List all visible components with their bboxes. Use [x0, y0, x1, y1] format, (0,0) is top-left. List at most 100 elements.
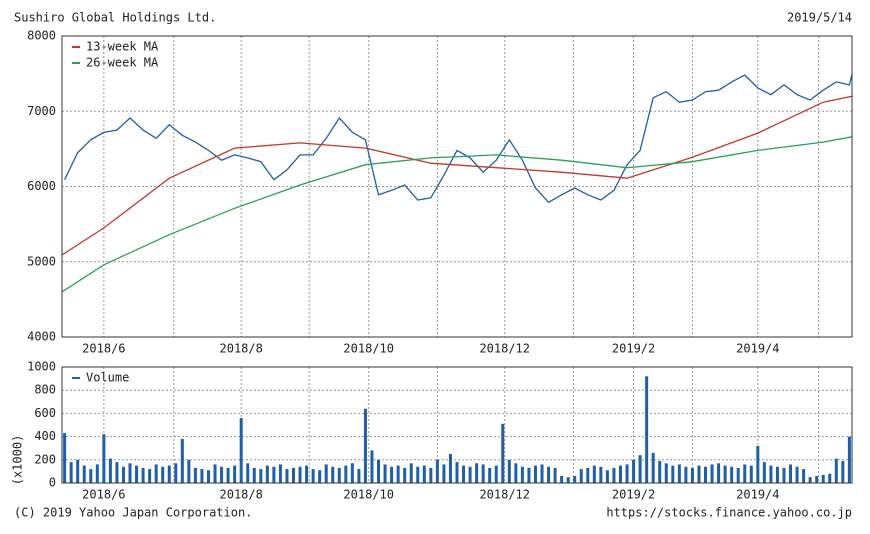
- volume-bar: [651, 452, 655, 483]
- legend-label: 26-week MA: [86, 56, 159, 70]
- volume-bar: [795, 466, 799, 483]
- volume-bar: [383, 464, 387, 483]
- volume-bar: [246, 463, 250, 483]
- volume-bar: [756, 445, 760, 483]
- volume-bar: [233, 465, 237, 483]
- volume-bar: [586, 467, 590, 483]
- volume-bar: [730, 466, 734, 483]
- volume-bar: [200, 469, 204, 483]
- volume-bar: [573, 476, 577, 483]
- volume-bar: [180, 438, 184, 483]
- volume-bar: [305, 465, 309, 483]
- volume-bar: [82, 465, 86, 483]
- x-tick-label: 2018/10: [343, 488, 394, 502]
- volume-bar: [605, 470, 609, 483]
- volume-bar: [429, 467, 433, 483]
- volume-bar: [422, 465, 426, 483]
- volume-bar: [808, 477, 812, 483]
- volume-bar: [494, 465, 498, 483]
- x-tick-label: 2019/4: [736, 342, 779, 356]
- volume-bar: [409, 463, 413, 483]
- volume-bar: [115, 462, 119, 483]
- volume-bar: [658, 460, 662, 483]
- y-tick-label: 0: [49, 476, 56, 490]
- volume-bar: [802, 469, 806, 483]
- volume-bar: [95, 464, 99, 483]
- volume-bar: [69, 462, 73, 483]
- volume-bar: [782, 467, 786, 483]
- x-tick-label: 2018/6: [82, 342, 125, 356]
- volume-bar: [193, 467, 197, 483]
- volume-bar: [762, 462, 766, 483]
- volume-bar: [481, 464, 485, 483]
- y-tick-label: 1000: [27, 360, 56, 374]
- volume-bar: [769, 465, 773, 483]
- volume-bar: [390, 466, 394, 483]
- volume-bar: [108, 458, 112, 483]
- volume-bar: [272, 466, 276, 483]
- volume-bar: [488, 467, 492, 483]
- source-url[interactable]: https://stocks.finance.yahoo.co.jp: [606, 506, 852, 520]
- volume-bar: [690, 467, 694, 483]
- volume-bar: [612, 467, 616, 483]
- volume-bar: [834, 458, 838, 483]
- x-tick-label: 2019/2: [612, 488, 655, 502]
- volume-bar: [815, 476, 819, 483]
- volume-bar: [527, 467, 531, 483]
- volume-bar: [462, 465, 466, 483]
- volume-bar: [370, 450, 374, 483]
- volume-bar: [324, 464, 328, 483]
- volume-bar: [697, 465, 701, 483]
- volume-bar: [841, 460, 845, 483]
- volume-bar: [789, 464, 793, 483]
- volume-bar: [540, 464, 544, 483]
- y-tick-label: 5000: [27, 254, 56, 268]
- volume-bar: [206, 470, 210, 483]
- y-axis-label: (x1000): [11, 435, 25, 486]
- chart-date: 2019/5/14: [787, 11, 852, 25]
- volume-bar: [148, 469, 152, 483]
- volume-bar: [102, 434, 106, 483]
- copyright: (C) 2019 Yahoo Japan Corporation.: [14, 506, 252, 520]
- volume-bar: [743, 464, 747, 483]
- volume-bar: [403, 467, 407, 483]
- volume-bar: [618, 465, 622, 483]
- volume-bar: [821, 474, 825, 483]
- volume-bar: [560, 476, 564, 483]
- x-tick-label: 2019/4: [736, 488, 779, 502]
- volume-bar: [710, 464, 714, 483]
- volume-bar: [704, 466, 708, 483]
- volume-bar: [377, 459, 381, 483]
- volume-bar: [533, 465, 537, 483]
- plot-frame: [61, 35, 853, 338]
- x-tick-label: 2018/10: [343, 342, 394, 356]
- y-tick-label: 800: [34, 383, 56, 397]
- volume-bar: [363, 408, 367, 483]
- volume-bar: [468, 466, 472, 483]
- company-title: Sushiro Global Holdings Ltd.: [14, 11, 216, 25]
- volume-bar: [187, 459, 191, 483]
- volume-bar: [749, 465, 753, 483]
- volume-bar: [416, 466, 420, 483]
- y-tick-label: 4000: [27, 330, 56, 344]
- volume-bar: [677, 464, 681, 483]
- volume-bar: [442, 464, 446, 483]
- y-tick-label: 400: [34, 429, 56, 443]
- x-tick-label: 2018/8: [220, 342, 263, 356]
- y-tick-label: 8000: [27, 29, 56, 43]
- price-line: [64, 74, 853, 204]
- volume-bar: [265, 465, 269, 483]
- volume-bar: [475, 463, 479, 483]
- volume-bar: [135, 465, 139, 483]
- volume-bar: [448, 454, 452, 483]
- volume-bar: [154, 464, 158, 483]
- volume-bar: [579, 469, 583, 483]
- volume-bar: [213, 464, 217, 483]
- volume-bar: [592, 465, 596, 483]
- volume-bar: [671, 465, 675, 483]
- volume-bar: [645, 376, 649, 483]
- x-tick-label: 2018/6: [82, 488, 125, 502]
- y-tick-label: 7000: [27, 104, 56, 118]
- volume-bar: [566, 477, 570, 483]
